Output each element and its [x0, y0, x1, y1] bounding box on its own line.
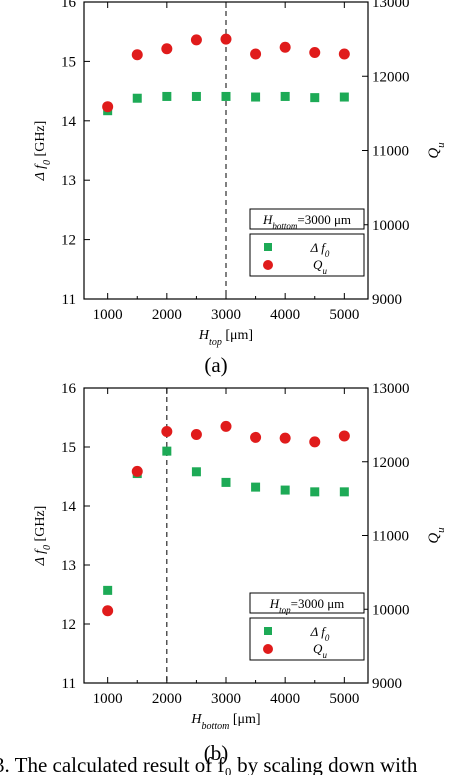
data-point-circle: [190, 428, 202, 440]
x-tick-label: 4000: [270, 307, 300, 323]
data-point-circle: [279, 432, 291, 444]
data-point-circle: [190, 34, 202, 46]
y-left-tick-label: 13: [61, 558, 76, 574]
data-point-square: [162, 91, 172, 101]
data-point-circle: [102, 101, 114, 113]
legend-label: Δ f0: [310, 624, 330, 643]
legend-label: Qu: [313, 641, 327, 660]
x-tick-label: 4000: [270, 691, 300, 707]
y-left-axis-title: Δ f0 [GHz]: [33, 121, 53, 182]
legend-label: Qu: [313, 257, 327, 276]
y-right-tick-label: 11000: [372, 144, 409, 160]
data-point-square: [191, 91, 201, 101]
figure-caption: 3. The calculated result of f₀ by scalin…: [0, 753, 418, 775]
x-tick-label: 2000: [152, 691, 182, 707]
data-point-square: [132, 93, 142, 103]
data-point-square: [221, 91, 231, 101]
y-right-tick-label: 10000: [372, 602, 410, 618]
data-point-square: [191, 467, 201, 477]
x-tick-label: 3000: [211, 691, 241, 707]
data-point-circle: [309, 436, 321, 448]
y-right-tick-label: 11000: [372, 529, 409, 545]
data-point-circle: [161, 43, 173, 55]
annotation-box: [249, 208, 365, 230]
legend-label: Δ f0: [310, 240, 330, 259]
y-left-tick-label: 15: [61, 54, 76, 70]
data-point-square: [310, 93, 320, 103]
y-left-tick-label: 15: [61, 440, 76, 456]
annotation-text: Hbottom=3000 μm: [262, 212, 351, 231]
y-left-axis-title: Δ f0 [GHz]: [33, 506, 53, 567]
y-left-tick-label: 14: [61, 114, 77, 130]
y-right-tick-label: 10000: [372, 218, 410, 234]
panel-label: (a): [204, 353, 227, 377]
data-point-circle: [338, 48, 350, 60]
data-point-circle: [161, 426, 173, 438]
data-point-square: [162, 446, 172, 456]
data-point-square: [280, 485, 290, 495]
chart-panel-a: 1000 2000 3000 4000 5000 11 12 13 14 15 16 9000 1000…: [33, 0, 447, 377]
legend-marker-square: [264, 243, 272, 251]
data-point-circle: [131, 49, 143, 61]
chart-panel-b: 1000 2000 3000 4000 5000 11 12 13 14 15 16 9000 1000…: [33, 381, 447, 765]
y-left-tick-label: 13: [61, 173, 76, 189]
x-tick-label: 1000: [93, 691, 123, 707]
y-right-tick-label: 9000: [372, 292, 402, 308]
data-point-circle: [102, 605, 114, 617]
x-tick-label: 2000: [152, 307, 182, 323]
data-point-circle: [250, 431, 262, 443]
y-left-tick-label: 11: [62, 676, 76, 692]
y-right-axis-title: Qu: [426, 142, 447, 159]
data-point-square: [103, 585, 113, 595]
y-right-tick-label: 12000: [372, 69, 410, 85]
data-point-circle: [220, 33, 232, 45]
data-point-circle: [220, 420, 232, 432]
y-left-tick-label: 12: [61, 617, 76, 633]
data-point-square: [280, 91, 290, 101]
y-right-tick-label: 13000: [372, 381, 410, 397]
y-right-axis-title: Qu: [426, 527, 447, 544]
legend-marker-circle: [263, 644, 273, 654]
y-left-tick-label: 16: [61, 381, 77, 397]
data-point-circle: [279, 41, 291, 53]
annotation-box: [249, 592, 365, 614]
x-tick-label: 3000: [211, 307, 241, 323]
data-point-square: [310, 487, 320, 497]
x-tick-label: 1000: [93, 307, 123, 323]
y-right-tick-label: 9000: [372, 676, 402, 692]
data-point-circle: [250, 48, 262, 60]
data-point-circle: [131, 465, 143, 477]
panel-label: (b): [204, 741, 229, 765]
data-point-square: [251, 482, 261, 492]
y-left-tick-label: 14: [61, 499, 77, 515]
data-point-square: [251, 92, 261, 102]
y-right-tick-label: 12000: [372, 455, 410, 471]
x-tick-label: 5000: [329, 307, 359, 323]
y-left-tick-label: 12: [61, 233, 76, 249]
legend-marker-circle: [263, 260, 273, 270]
x-tick-label: 5000: [329, 691, 359, 707]
y-right-tick-label: 13000: [372, 0, 410, 11]
y-left-tick-label: 11: [62, 292, 76, 308]
data-point-square: [339, 92, 349, 102]
legend-marker-square: [264, 627, 272, 635]
annotation-text: Htop=3000 μm: [269, 596, 345, 615]
data-point-circle: [338, 430, 350, 442]
y-left-tick-label: 16: [61, 0, 77, 11]
data-point-square: [221, 477, 231, 487]
x-axis-title: Htop [μm]: [198, 328, 253, 348]
data-point-square: [339, 487, 349, 497]
x-axis-title: Hbottom [μm]: [190, 712, 260, 732]
data-point-circle: [309, 46, 321, 58]
